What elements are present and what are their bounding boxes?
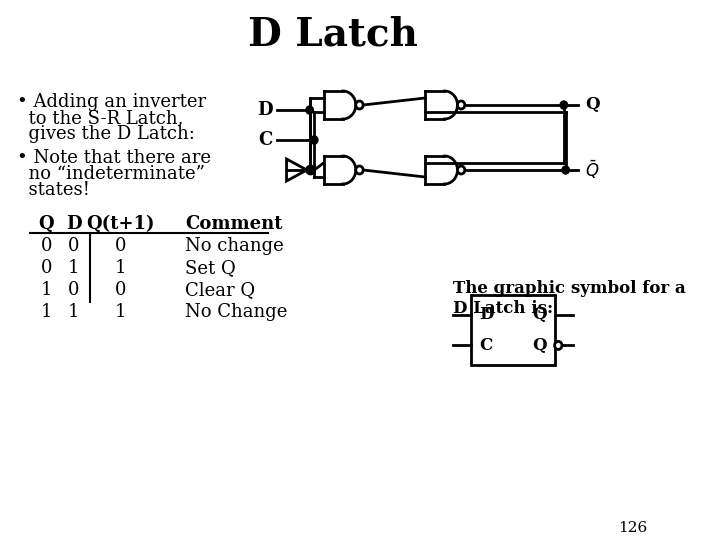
Text: Q: Q <box>38 215 54 233</box>
Bar <box>472 295 554 365</box>
Text: D: D <box>257 101 273 119</box>
Text: D: D <box>479 306 493 323</box>
Text: 1: 1 <box>114 259 126 277</box>
Text: Comment: Comment <box>185 215 282 233</box>
Text: 0: 0 <box>68 237 80 255</box>
Text: 0: 0 <box>40 259 52 277</box>
Text: 0: 0 <box>40 237 52 255</box>
Text: 1: 1 <box>40 281 52 299</box>
Text: D: D <box>66 215 82 233</box>
Text: 0: 0 <box>68 281 80 299</box>
Text: Q: Q <box>533 337 547 354</box>
Text: • Note that there are: • Note that there are <box>17 149 211 167</box>
Text: Set Q: Set Q <box>185 259 235 277</box>
Circle shape <box>457 166 465 174</box>
Text: D Latch: D Latch <box>248 16 418 54</box>
Text: Q: Q <box>585 97 600 113</box>
Text: 1: 1 <box>40 303 52 321</box>
Text: $\bar{Q}$: $\bar{Q}$ <box>585 159 600 181</box>
Text: • Adding an inverter: • Adding an inverter <box>17 93 206 111</box>
Text: 1: 1 <box>68 259 80 277</box>
Text: The graphic symbol for a
D Latch is:: The graphic symbol for a D Latch is: <box>453 280 685 316</box>
Text: 0: 0 <box>114 237 126 255</box>
Text: 1: 1 <box>114 303 126 321</box>
Circle shape <box>356 166 363 174</box>
Circle shape <box>562 166 570 174</box>
Text: to the S-R Latch,: to the S-R Latch, <box>17 109 183 127</box>
Text: Clear Q: Clear Q <box>185 281 255 299</box>
Text: 0: 0 <box>114 281 126 299</box>
Circle shape <box>554 341 562 349</box>
Text: 126: 126 <box>618 521 647 535</box>
Circle shape <box>310 136 318 144</box>
Text: gives the D Latch:: gives the D Latch: <box>17 125 194 143</box>
Text: 1: 1 <box>68 303 80 321</box>
Circle shape <box>560 101 567 109</box>
Text: Q(t+1): Q(t+1) <box>86 215 154 233</box>
Circle shape <box>356 101 363 109</box>
Circle shape <box>307 166 314 174</box>
Text: No change: No change <box>185 237 284 255</box>
Text: states!: states! <box>17 181 89 199</box>
Text: C: C <box>479 337 492 354</box>
Circle shape <box>457 101 465 109</box>
Circle shape <box>306 166 313 174</box>
Text: Q: Q <box>533 306 547 323</box>
Text: No Change: No Change <box>185 303 287 321</box>
Text: no “indeterminate”: no “indeterminate” <box>17 165 204 183</box>
Circle shape <box>306 106 313 114</box>
Text: C: C <box>258 131 273 149</box>
